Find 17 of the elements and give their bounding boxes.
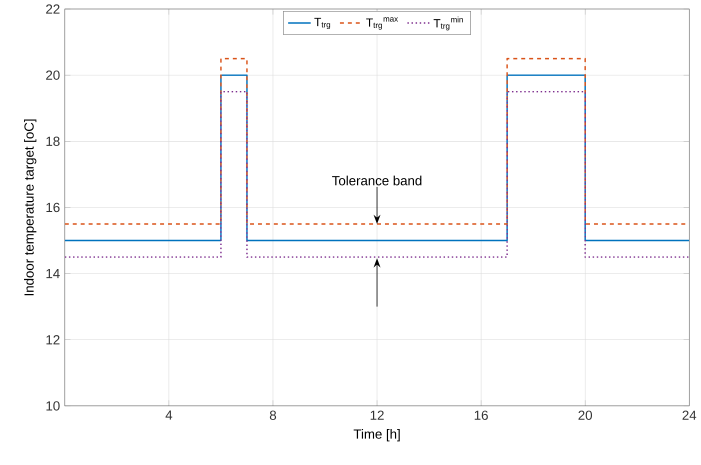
y-axis-title: Indoor temperature target [oC] — [24, 119, 36, 296]
x-tick-label: 16 — [474, 410, 488, 420]
y-tick-label: 20 — [46, 70, 60, 80]
y-tick-label: 18 — [46, 136, 60, 146]
legend-label: T$_{trg}$ — [314, 18, 330, 29]
annotation: Tolerance band — [332, 175, 422, 186]
x-tick-label: 12 — [370, 410, 384, 420]
x-axis-title: Time [h] — [354, 428, 400, 442]
x-tick-label: 20 — [578, 410, 592, 420]
x-tick-label: 8 — [270, 410, 276, 420]
y-tick-label: 10 — [46, 401, 60, 410]
y-tick-label: 22 — [46, 4, 60, 14]
y-tick-label: 14 — [46, 268, 60, 278]
y-tick-label: 16 — [46, 202, 60, 212]
x-tick-label: 24 — [682, 410, 696, 420]
x-tick-label: 4 — [166, 410, 172, 420]
y-tick-label: 12 — [46, 334, 60, 344]
